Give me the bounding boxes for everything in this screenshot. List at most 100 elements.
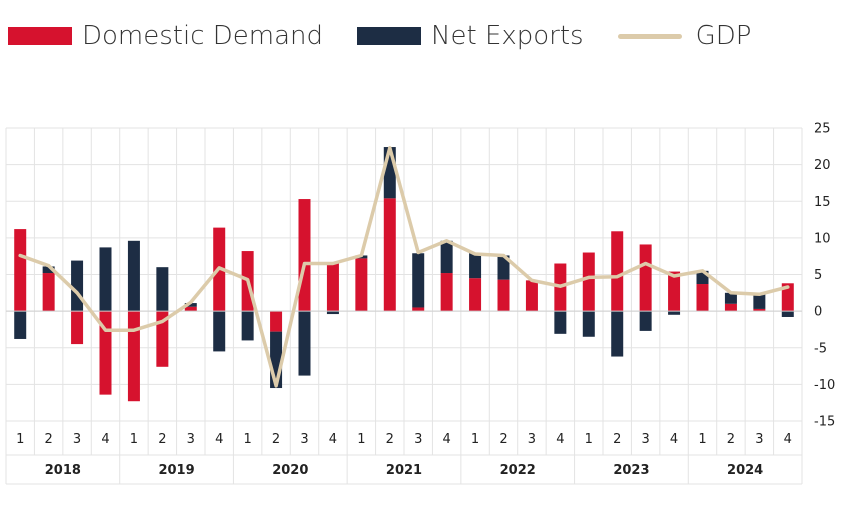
x-tick-label-year: 2023 [613, 463, 649, 478]
point-gdp [729, 291, 733, 295]
point-gdp [104, 328, 107, 332]
point-gdp [757, 292, 761, 296]
bar-domestic-demand [497, 279, 510, 312]
bar-net-exports [184, 303, 197, 307]
bar-domestic-demand [270, 311, 283, 332]
bar-domestic-demand [668, 271, 681, 312]
point-gdp [388, 146, 392, 150]
x-tick-label-quarter: 2 [158, 432, 166, 447]
point-gdp [303, 262, 306, 266]
point-gdp [359, 253, 363, 257]
x-tick-label-quarter: 2 [613, 432, 621, 447]
x-tick-label-quarter: 2 [386, 432, 394, 447]
bar-domestic-demand [753, 308, 766, 312]
legend: Domestic Demand Net Exports GDP [8, 14, 785, 58]
legend-item-net-exports[interactable]: Net Exports [357, 21, 584, 51]
y-tick-label: 5 [814, 268, 822, 283]
x-tick-label-year: 2019 [158, 463, 194, 478]
point-gdp [587, 275, 591, 279]
x-tick-label-quarter: 2 [45, 432, 53, 447]
bar-net-exports [412, 253, 425, 308]
bar-net-exports [42, 266, 55, 274]
y-tick-label: -5 [814, 341, 827, 356]
bar-domestic-demand [639, 244, 652, 312]
point-gdp [786, 285, 790, 289]
bar-net-exports [724, 292, 737, 304]
x-tick-label-year: 2022 [500, 463, 536, 478]
y-tick-label: 0 [814, 305, 822, 320]
legend-swatch-net-exports [357, 27, 422, 45]
bar-net-exports [781, 311, 794, 317]
bar-domestic-demand [525, 280, 538, 312]
bar-net-exports [156, 267, 169, 312]
x-tick-label-quarter: 4 [215, 432, 223, 447]
legend-label-net-exports: Net Exports [431, 21, 584, 51]
bar-net-exports [99, 247, 112, 312]
point-gdp [502, 253, 505, 257]
bar-net-exports [582, 311, 595, 337]
bar-domestic-demand [71, 311, 84, 345]
y-tick-label: -15 [814, 415, 835, 430]
point-gdp [445, 239, 449, 243]
bar-net-exports [326, 311, 339, 315]
x-tick-label-quarter: 3 [642, 432, 650, 447]
bar-domestic-demand [156, 311, 169, 367]
bar-domestic-demand [582, 252, 595, 312]
legend-label-gdp: GDP [695, 21, 752, 51]
x-tick-label-year: 2020 [272, 463, 308, 478]
bar-domestic-demand [383, 198, 396, 312]
x-tick-label-quarter: 4 [329, 432, 337, 447]
point-gdp [18, 253, 22, 257]
x-tick-label-quarter: 3 [528, 432, 536, 447]
bar-domestic-demand [469, 278, 482, 312]
y-tick-label: 15 [814, 195, 831, 210]
bar-domestic-demand [781, 283, 794, 312]
x-tick-label-year: 2024 [727, 463, 763, 478]
point-gdp [331, 262, 335, 266]
bar-domestic-demand [724, 303, 737, 312]
x-tick-label-quarter: 3 [755, 432, 763, 447]
bar-domestic-demand [611, 231, 624, 312]
point-gdp [160, 319, 164, 323]
bar-net-exports [440, 240, 453, 274]
x-tick-label-quarter: 1 [357, 432, 365, 447]
x-tick-label-quarter: 2 [727, 432, 735, 447]
point-gdp [615, 275, 619, 279]
point-gdp [132, 328, 136, 332]
bar-net-exports [554, 311, 567, 334]
legend-item-domestic-demand[interactable]: Domestic Demand [8, 21, 323, 51]
x-tick-label-quarter: 4 [101, 432, 109, 447]
y-tick-label: 25 [814, 122, 831, 137]
bar-domestic-demand [14, 229, 27, 312]
bar-net-exports [127, 240, 140, 312]
x-tick-label-quarter: 4 [443, 432, 451, 447]
x-tick-label-quarter: 2 [499, 432, 507, 447]
point-gdp [75, 291, 79, 295]
bar-domestic-demand [355, 258, 368, 312]
x-tick-label-quarter: 2 [272, 432, 280, 447]
bar-domestic-demand [184, 306, 197, 312]
legend-swatch-domestic-demand [8, 27, 72, 45]
x-tick-label-quarter: 1 [698, 432, 706, 447]
point-gdp [416, 251, 420, 255]
x-tick-label-quarter: 1 [471, 432, 479, 447]
legend-swatch-gdp [617, 33, 682, 39]
bar-domestic-demand [298, 199, 311, 312]
bar-domestic-demand [326, 262, 339, 312]
bar-net-exports [14, 311, 27, 339]
bar-net-exports [611, 311, 624, 357]
bar-domestic-demand [99, 311, 112, 395]
x-tick-label-year: 2018 [45, 463, 81, 478]
bar-net-exports [639, 311, 652, 331]
point-gdp [701, 269, 704, 273]
bar-domestic-demand [127, 311, 140, 402]
bar-net-exports [298, 311, 311, 376]
legend-label-domestic-demand: Domestic Demand [82, 21, 324, 51]
x-tick-label-quarter: 1 [585, 432, 593, 447]
legend-item-gdp[interactable]: GDP [617, 21, 752, 51]
y-tick-label: -10 [814, 378, 835, 393]
x-tick-label-quarter: 3 [300, 432, 308, 447]
x-tick-label-quarter: 3 [73, 432, 81, 447]
bar-net-exports [469, 253, 482, 279]
